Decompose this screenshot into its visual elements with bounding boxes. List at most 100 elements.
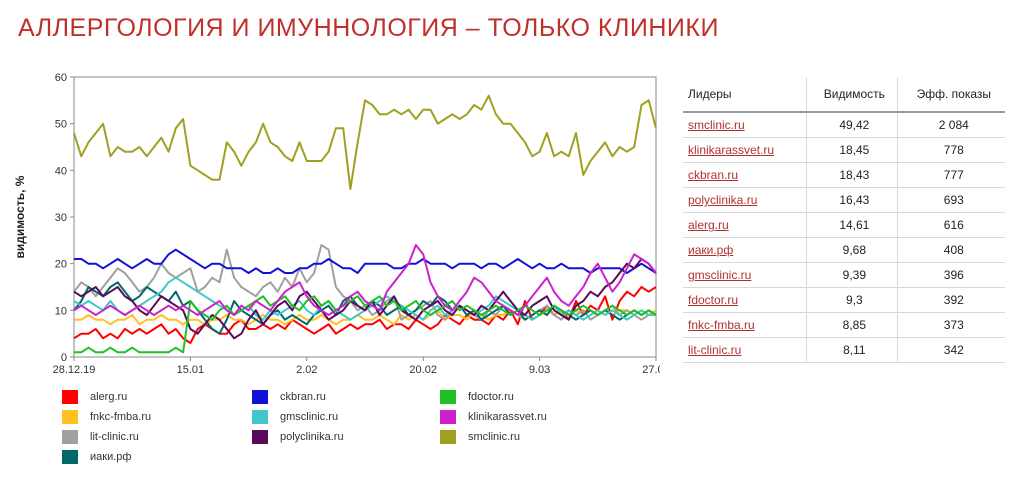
- table-row: polyclinika.ru 16,43 693: [683, 187, 1005, 213]
- table-row: alerg.ru 14,61 616: [683, 212, 1005, 238]
- impressions-cell: 693: [896, 187, 1005, 213]
- leader-link[interactable]: klinikarassvet.ru: [688, 143, 775, 157]
- visibility-cell: 49,42: [806, 112, 898, 138]
- legend-label: smclinic.ru: [468, 431, 520, 443]
- table-header-row: Лидеры Видимость Эфф. показы: [683, 77, 1005, 113]
- page-title: АЛЛЕРГОЛОГИЯ И ИМУННОЛОГИЯ – ТОЛЬКО КЛИН…: [18, 14, 719, 42]
- series-line-polyclinika-ru: [73, 258, 657, 340]
- visibility-cell: 16,43: [806, 187, 898, 213]
- legend-item: ckbran.ru: [252, 389, 326, 405]
- legend-item: иаки.рф: [62, 449, 131, 465]
- leader-cell: gmsclinic.ru: [683, 262, 807, 288]
- series-line-smclinic-ru: [73, 94, 657, 190]
- leader-cell: klinikarassvet.ru: [683, 137, 807, 163]
- leader-cell: иаки.рф: [683, 237, 807, 263]
- visibility-cell: 9,39: [806, 262, 898, 288]
- legend-label: alerg.ru: [90, 391, 128, 403]
- x-tick-label: 2.02: [296, 364, 317, 376]
- leader-link[interactable]: lit-clinic.ru: [688, 343, 742, 357]
- visibility-cell: 18,45: [806, 137, 898, 163]
- impressions-cell: 778: [896, 137, 1005, 163]
- legend-label: gmsclinic.ru: [280, 411, 339, 423]
- leader-link[interactable]: smclinic.ru: [688, 118, 745, 132]
- legend-item: fnkc-fmba.ru: [62, 409, 151, 425]
- x-tick-label: 9.03: [529, 364, 550, 376]
- impressions-cell: 777: [896, 162, 1005, 188]
- impressions-cell: 616: [896, 212, 1005, 238]
- table-row: lit-clinic.ru 8,11 342: [683, 337, 1005, 363]
- table-row: gmsclinic.ru 9,39 396: [683, 262, 1005, 288]
- table-row: fdoctor.ru 9,3 392: [683, 287, 1005, 313]
- visibility-line-chart: 0 10 20 30 40 50 60 28.12.19 15.01 2.02 20.02 9.03 2…: [13, 72, 660, 376]
- table-row: ckbran.ru 18,43 777: [683, 162, 1005, 188]
- legend-swatch: [440, 410, 456, 424]
- leader-link[interactable]: polyclinika.ru: [688, 193, 758, 207]
- leader-link[interactable]: fnkc-fmba.ru: [688, 318, 755, 332]
- impressions-cell: 392: [896, 287, 1005, 313]
- table-row: иаки.рф 9,68 408: [683, 237, 1005, 263]
- y-tick-label: 0: [61, 352, 67, 364]
- legend-swatch: [252, 410, 268, 424]
- legend-label: klinikarassvet.ru: [468, 411, 547, 423]
- series-line-fdoctor-ru: [74, 295, 657, 354]
- leader-cell: ckbran.ru: [683, 162, 807, 188]
- legend-swatch: [62, 430, 78, 444]
- y-tick-label: 40: [55, 165, 67, 177]
- leader-link[interactable]: иаки.рф: [688, 243, 734, 257]
- visibility-cell: 8,11: [806, 337, 898, 363]
- legend-item: smclinic.ru: [440, 429, 520, 445]
- series-line-gmsclinic-ru: [73, 276, 656, 321]
- leader-cell: alerg.ru: [683, 212, 807, 238]
- legend-swatch: [440, 390, 456, 404]
- legend-label: ckbran.ru: [280, 391, 326, 403]
- legend-item: gmsclinic.ru: [252, 409, 338, 425]
- y-tick-label: 60: [55, 72, 67, 84]
- y-tick-label: 30: [55, 212, 67, 224]
- visibility-cell: 8,85: [806, 312, 898, 338]
- y-tick-label: 20: [55, 259, 67, 271]
- series-line-иаки-рф: [73, 281, 657, 335]
- visibility-cell: 18,43: [806, 162, 898, 188]
- legend-label: fdoctor.ru: [468, 391, 514, 403]
- visibility-cell: 14,61: [806, 212, 898, 238]
- x-tick-label: 20.02: [409, 364, 437, 376]
- y-axis-label: видимость, %: [13, 175, 27, 258]
- leader-link[interactable]: gmsclinic.ru: [688, 268, 752, 282]
- legend-label: fnkc-fmba.ru: [90, 411, 152, 423]
- leader-cell: fdoctor.ru: [683, 287, 807, 313]
- legend-item: alerg.ru: [62, 389, 127, 405]
- leader-link[interactable]: ckbran.ru: [688, 168, 739, 182]
- leader-cell: fnkc-fmba.ru: [683, 312, 807, 338]
- impressions-cell: 342: [896, 337, 1005, 363]
- legend-item: polyclinika.ru: [252, 429, 344, 445]
- legend-label: polyclinika.ru: [280, 431, 344, 443]
- impressions-cell: 396: [896, 262, 1005, 288]
- legend-swatch: [252, 430, 268, 444]
- header-visibility: Видимость: [806, 77, 898, 113]
- table-row: fnkc-fmba.ru 8,85 373: [683, 312, 1005, 338]
- series-line-klinikarassvet-ru: [73, 244, 657, 316]
- y-tick-label: 10: [55, 305, 67, 317]
- x-tick-label: 15.01: [177, 364, 205, 376]
- leader-link[interactable]: fdoctor.ru: [688, 293, 739, 307]
- x-tick-label: 28.12.19: [53, 364, 96, 376]
- legend-swatch: [252, 390, 268, 404]
- impressions-cell: 2 084: [896, 112, 1005, 138]
- visibility-cell: 9,68: [806, 237, 898, 263]
- leader-cell: smclinic.ru: [683, 112, 807, 138]
- table-row: smclinic.ru 49,42 2 084: [683, 112, 1005, 138]
- visibility-cell: 9,3: [806, 287, 898, 313]
- series-line-lit-clinic-ru: [73, 244, 656, 321]
- leader-link[interactable]: alerg.ru: [688, 218, 729, 232]
- header-leaders: Лидеры: [683, 77, 807, 113]
- leader-cell: polyclinika.ru: [683, 187, 807, 213]
- header-impressions: Эфф. показы: [896, 77, 1005, 113]
- legend-item: klinikarassvet.ru: [440, 409, 547, 425]
- series-line-ckbran-ru: [74, 248, 657, 274]
- legend-swatch: [62, 410, 78, 424]
- table-row: klinikarassvet.ru 18,45 778: [683, 137, 1005, 163]
- legend-swatch: [62, 390, 78, 404]
- legend-item: fdoctor.ru: [440, 389, 514, 405]
- legend-swatch: [62, 450, 78, 464]
- leaders-table: Лидеры Видимость Эфф. показы smclinic.ru…: [683, 77, 1005, 363]
